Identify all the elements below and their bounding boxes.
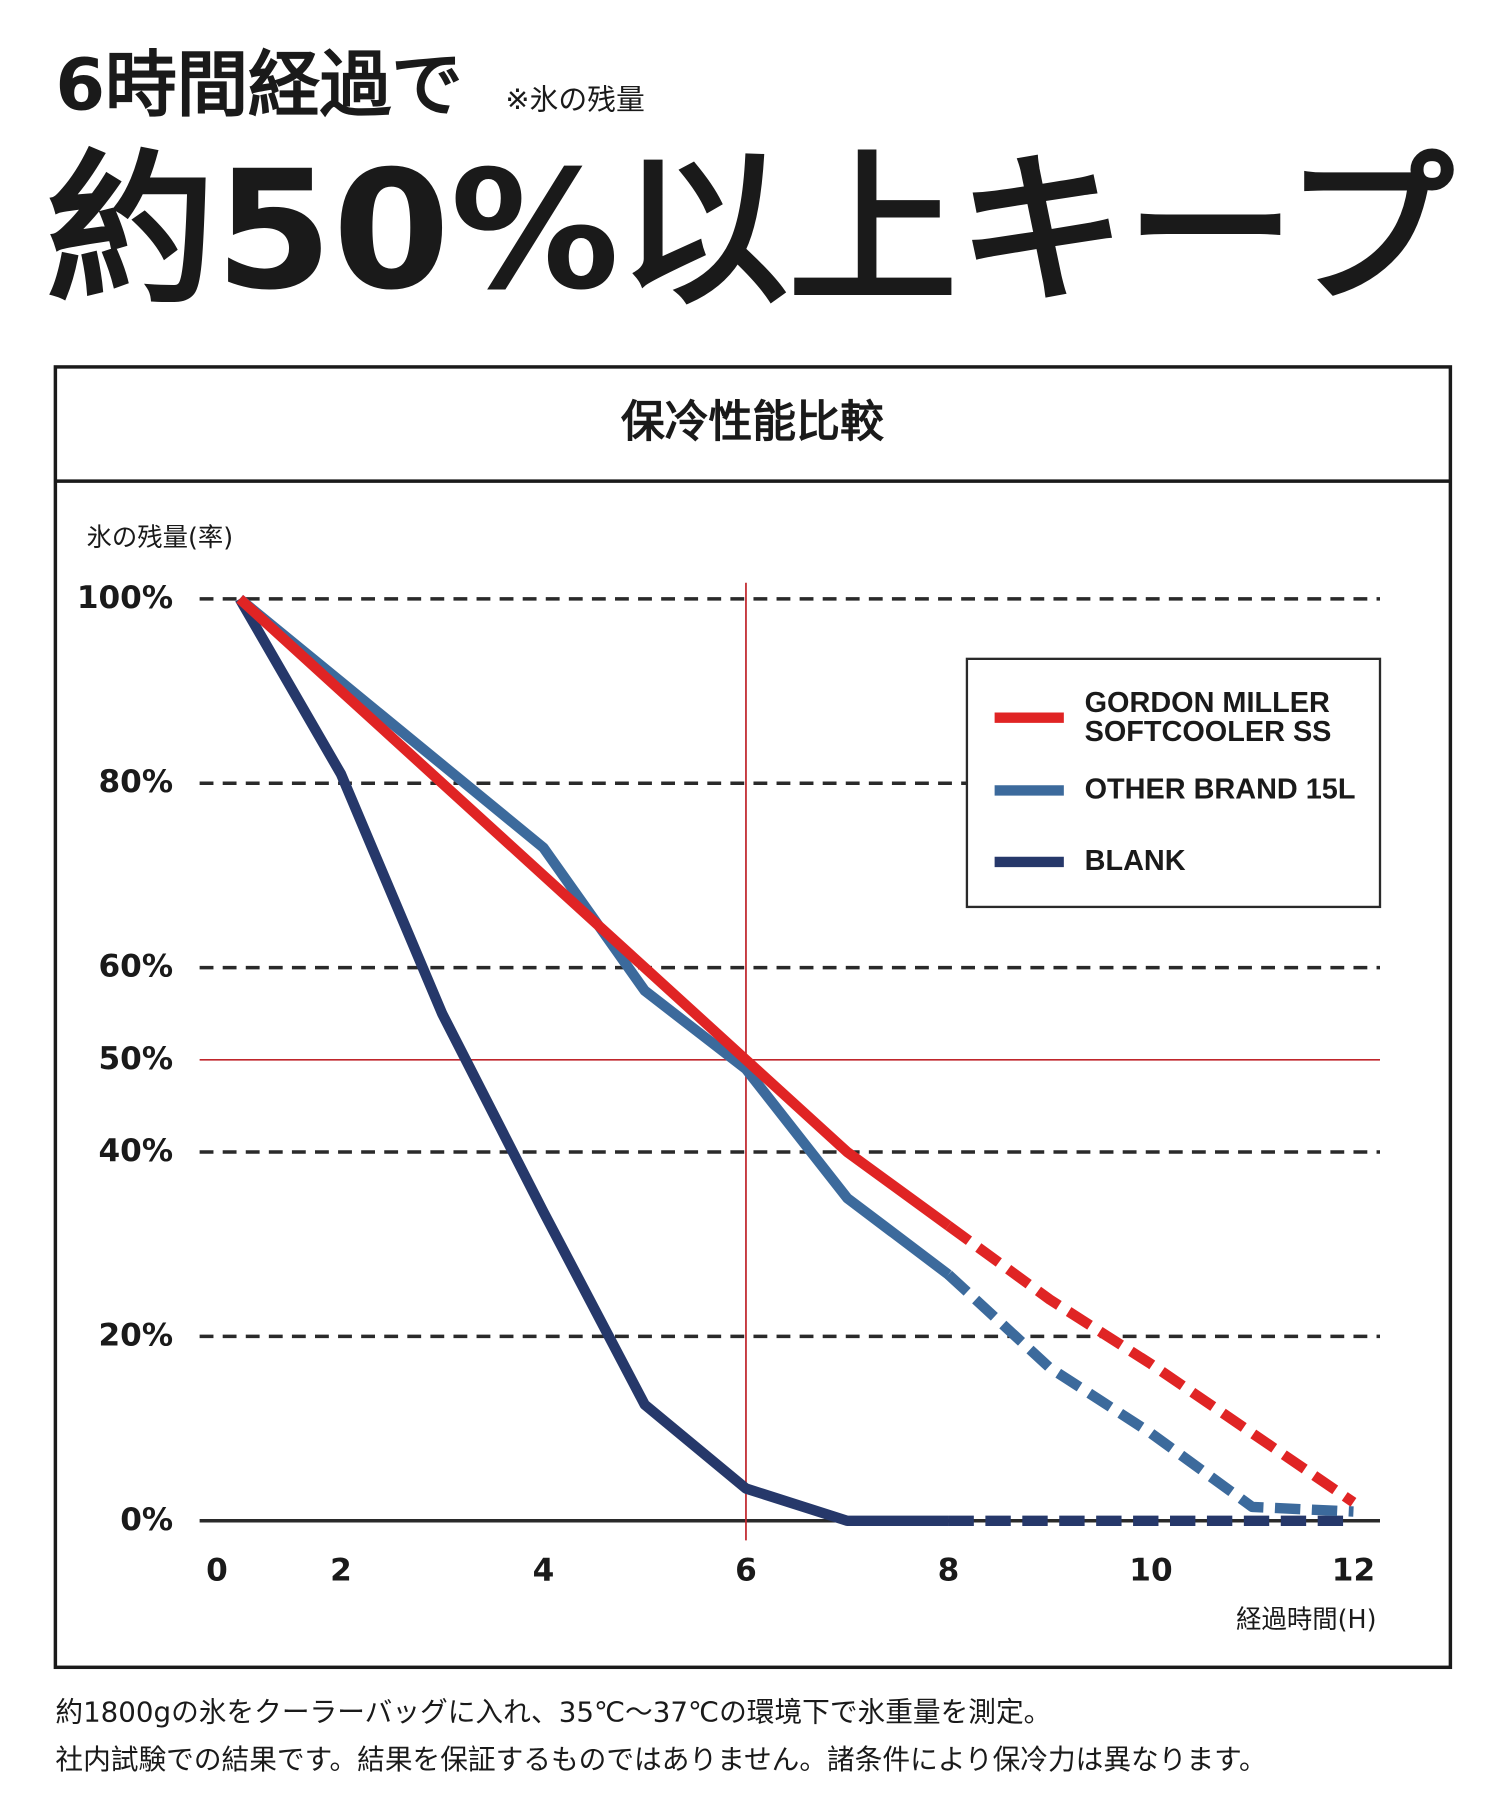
note-line: 社内試験での結果です。結果を保証するものではありません。諸条件により保冷力は異な… <box>55 1743 1266 1776</box>
y-axis-label: 氷の残量(率) <box>87 522 234 552</box>
legend-label: BLANK <box>1084 846 1186 877</box>
chart-frame <box>53 365 1453 1670</box>
x-tick-label: 12 <box>1332 1553 1375 1589</box>
y-tick-label: 100% <box>77 580 173 616</box>
legend-entry: BLANK <box>1084 846 1186 877</box>
legend-label: GORDON MILLER SOFTCOOLER SS <box>1084 688 1332 748</box>
headline: 約50%以上キープ <box>46 135 1454 326</box>
y-tick-label: 20% <box>99 1317 174 1353</box>
y-tick-label: 0% <box>120 1502 173 1538</box>
x-axis-label: 経過時間(H) <box>1236 1604 1376 1634</box>
series-line <box>236 595 952 1230</box>
y-tick-label: 60% <box>99 949 174 985</box>
series-line-dashed <box>944 1270 1354 1517</box>
legend-entry: OTHER BRAND 15L <box>1084 775 1356 806</box>
x-tick-label: 6 <box>735 1553 757 1589</box>
series-line-dashed <box>945 1221 1357 1507</box>
x-tick-label: 10 <box>1129 1553 1172 1589</box>
y-tick-label: 50% <box>99 1041 174 1077</box>
x-tick-label: 4 <box>533 1553 555 1589</box>
series-line <box>235 596 949 1526</box>
x-tick-label: 2 <box>330 1553 352 1589</box>
note: ※氷の残量 <box>505 83 644 117</box>
x-tick-label: 8 <box>938 1553 960 1589</box>
chart-title: 保冷性能比較 <box>621 397 884 448</box>
note-line: 約1800gの氷をクーラーバッグに入れ、35℃〜37℃の環境下で氷重量を測定。 <box>55 1695 1051 1728</box>
y-tick-label: 40% <box>99 1133 174 1169</box>
title: 6時間経過で <box>55 44 462 127</box>
x-tick-label: 0 <box>206 1553 228 1589</box>
y-tick-label: 80% <box>99 764 174 800</box>
legend-label: OTHER BRAND 15L <box>1084 775 1356 806</box>
legend-entry: GORDON MILLER SOFTCOOLER SS <box>1084 688 1332 748</box>
